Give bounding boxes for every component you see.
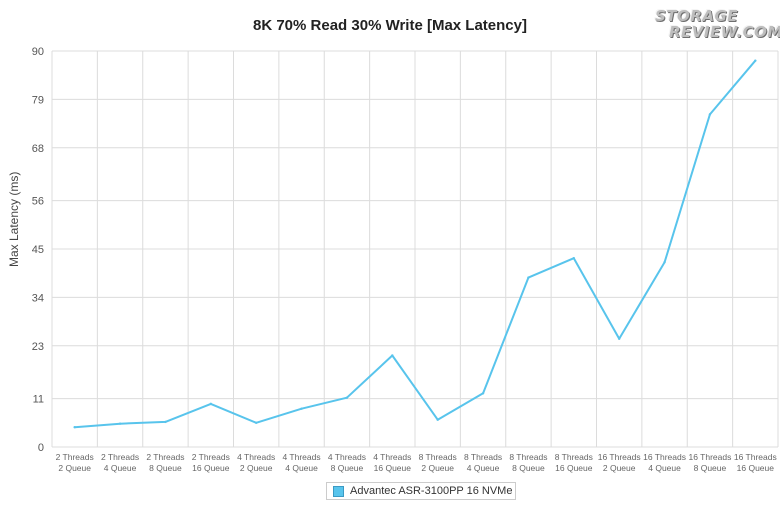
y-tick-label: 23 <box>32 341 44 353</box>
data-point <box>391 354 394 357</box>
x-tick-label: 2 Threads 2 Queue <box>56 452 94 473</box>
data-point <box>254 421 258 424</box>
legend-label: Advantec ASR-3100PP 16 NVMe <box>350 485 513 497</box>
y-axis-label: Max Latency (ms) <box>7 171 21 267</box>
x-tick-label: 2 Threads 8 Queue <box>146 452 184 473</box>
data-point <box>73 426 76 429</box>
x-tick-label: 2 Threads 4 Queue <box>101 452 139 473</box>
x-tick-label: 4 Threads 2 Queue <box>237 452 275 473</box>
legend[interactable]: Advantec ASR-3100PP 16 NVMe <box>326 482 516 500</box>
logo-line-2: REVIEW.COM <box>669 23 780 41</box>
data-point <box>209 402 213 406</box>
data-point <box>663 261 666 264</box>
data-point <box>118 422 122 425</box>
data-point <box>754 59 757 62</box>
data-point <box>300 407 303 410</box>
y-tick-label: 0 <box>38 442 44 454</box>
data-point <box>572 257 576 260</box>
x-tick-label: 8 Threads 16 Queue <box>555 452 593 473</box>
x-tick-label: 16 Threads 16 Queue <box>734 452 777 473</box>
x-tick-label: 16 Threads 2 Queue <box>598 452 641 473</box>
data-point <box>164 420 167 424</box>
data-point <box>527 276 530 279</box>
y-tick-label: 79 <box>32 94 44 106</box>
x-tick-label: 8 Threads 2 Queue <box>419 452 457 473</box>
series-line <box>73 59 757 429</box>
x-tick-label: 4 Threads 4 Queue <box>283 452 321 473</box>
x-tick-label: 8 Threads 8 Queue <box>509 452 547 473</box>
x-tick-label: 16 Threads 8 Queue <box>689 452 732 473</box>
data-point <box>436 418 439 421</box>
data-point <box>617 337 621 340</box>
data-point <box>708 113 712 116</box>
x-tick-label: 2 Threads 16 Queue <box>192 452 230 473</box>
legend-swatch <box>333 485 344 497</box>
y-tick-label: 68 <box>32 143 44 155</box>
logo-line-1: STORAGE <box>655 7 739 25</box>
y-tick-label: 45 <box>32 244 44 256</box>
x-tick-label: 16 Threads 4 Queue <box>643 452 686 473</box>
y-tick-label: 11 <box>33 394 44 406</box>
storagereview-logo: STORAGE REVIEW.COM <box>655 7 780 44</box>
y-tick-label: 34 <box>32 292 44 304</box>
y-tick-label: 90 <box>32 46 44 58</box>
data-point <box>481 392 485 395</box>
y-tick-label: 56 <box>32 196 44 208</box>
data-point <box>345 396 349 399</box>
x-tick-label: 8 Threads 4 Queue <box>464 452 502 473</box>
chart-title: 8K 70% Read 30% Write [Max Latency] <box>253 17 527 34</box>
x-tick-label: 4 Threads 16 Queue <box>373 452 411 473</box>
x-tick-label: 4 Threads 8 Queue <box>328 452 366 473</box>
